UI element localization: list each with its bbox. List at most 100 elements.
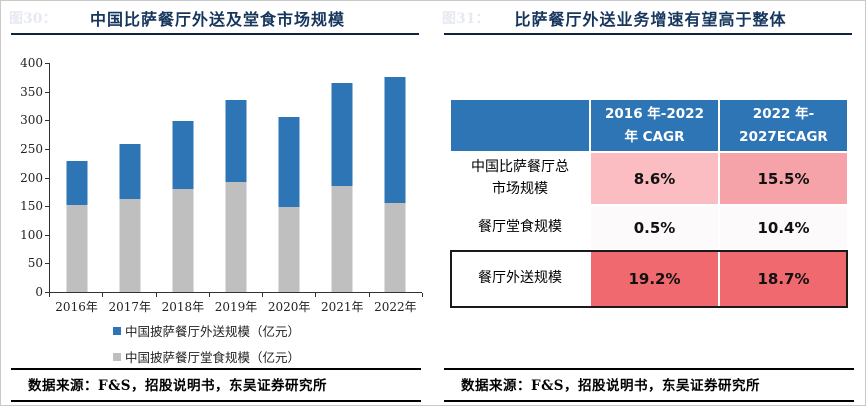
header-cell-cagr-2022-2027e: 2022 年- 2027ECAGR bbox=[720, 100, 847, 151]
x-axis-category-labels: 2016年 2017年 2018年 2019年 2020年 2021年 2022年 bbox=[50, 298, 422, 315]
header-line: 2027ECAGR bbox=[739, 128, 828, 145]
stacked-bar bbox=[331, 83, 353, 292]
bar-segment-dinein bbox=[66, 204, 88, 292]
cagr-value-cell: 8.6% bbox=[591, 153, 718, 204]
bar-segment-dinein bbox=[172, 188, 194, 292]
bar-segment-dinein bbox=[278, 207, 300, 292]
x-tick-label: 2020年 bbox=[267, 300, 311, 314]
title-underline bbox=[444, 33, 852, 35]
legend-label: 中国披萨餐厅堂食规模（亿元） bbox=[125, 350, 301, 365]
stacked-bar bbox=[225, 100, 247, 292]
bar-segment-dinein bbox=[331, 185, 353, 292]
data-source-note: 数据来源：F&S，招股说明书，东吴证券研究所 bbox=[461, 378, 761, 394]
stacked-bar bbox=[172, 121, 194, 292]
y-tick-mark bbox=[45, 63, 49, 64]
table-body: 中国比萨餐厅总市场规模 8.6% 15.5% 餐厅堂食规模 0.5% 10.4% 餐厅外送规… bbox=[450, 153, 848, 308]
y-tick-label: 400 bbox=[20, 56, 43, 70]
source-divider-top bbox=[11, 368, 421, 370]
legend-item: 中国披萨餐厅外送规模（亿元） bbox=[113, 321, 300, 340]
y-tick-label: 350 bbox=[20, 84, 43, 99]
y-tick-mark bbox=[45, 263, 49, 265]
y-tick-mark bbox=[45, 292, 49, 293]
legend-swatch-icon bbox=[113, 352, 121, 361]
bar-column-2019年 bbox=[209, 63, 262, 292]
x-tick-label: 2016年 bbox=[55, 300, 98, 314]
x-tick-mark bbox=[208, 293, 210, 297]
bar-column-2016年 bbox=[50, 63, 103, 292]
stacked-bar bbox=[278, 117, 300, 292]
y-tick-label: 300 bbox=[20, 113, 43, 128]
x-tick-mark bbox=[155, 293, 157, 297]
legend-swatch-icon bbox=[113, 326, 121, 335]
figure-number-label: 图30： bbox=[9, 11, 57, 27]
y-axis-line bbox=[49, 63, 50, 292]
bar-segment-delivery bbox=[331, 83, 353, 186]
bar-segment-dinein bbox=[384, 202, 406, 292]
cagr-table: 2016 年-2022 年 CAGR 2022 年- 2027ECAGR 中国比… bbox=[450, 100, 848, 309]
x-tick-label: 2021年 bbox=[321, 300, 364, 314]
bar-chart-plot: 0 50 100 150 200 250 300 350 400 2016年 2017年 2018年… bbox=[1, 1, 434, 341]
title-underline bbox=[11, 33, 419, 35]
table-title: 比萨餐厅外送业务增速有望高于整体 bbox=[514, 10, 787, 29]
y-tick-mark bbox=[45, 234, 49, 236]
left-chart-panel: 图30： 中国比萨餐厅外送及堂食市场规模 0 50 100 150 200 250 300 3… bbox=[1, 1, 434, 405]
y-tick-label: 50 bbox=[27, 256, 43, 271]
bar-segment-delivery bbox=[119, 144, 141, 199]
legend-label: 中国披萨餐厅外送规模（亿元） bbox=[125, 324, 301, 339]
right-table-panel: 图31： 比萨餐厅外送业务增速有望高于整体 2016 年-2022 年 CAGR… bbox=[434, 1, 865, 405]
stacked-bar bbox=[119, 144, 141, 292]
cagr-value-cell: 10.4% bbox=[720, 206, 847, 249]
header-line: 2022 年- bbox=[752, 106, 815, 123]
chart-title: 中国比萨餐厅外送及堂食市场规模 bbox=[89, 10, 345, 29]
row-label: 中国比萨餐厅总市场规模 bbox=[451, 153, 589, 204]
x-tick-mark bbox=[315, 293, 317, 297]
y-tick-mark bbox=[45, 177, 49, 179]
x-tick-label: 2019年 bbox=[214, 300, 258, 314]
bar-segment-dinein bbox=[119, 198, 141, 292]
cagr-value-cell: 19.2% bbox=[591, 251, 718, 307]
y-tick-mark bbox=[45, 120, 49, 122]
bar-segment-delivery bbox=[172, 121, 194, 189]
bar-segment-dinein bbox=[225, 181, 247, 292]
bars-container bbox=[50, 63, 422, 292]
header-cell-empty bbox=[451, 100, 589, 151]
row-label: 餐厅堂食规模 bbox=[451, 206, 589, 249]
x-tick-label: 2017年 bbox=[108, 300, 151, 314]
stacked-bar bbox=[384, 77, 406, 292]
header-cell-cagr-2016-2022: 2016 年-2022 年 CAGR bbox=[591, 100, 718, 151]
y-tick-label: 250 bbox=[20, 141, 43, 156]
cagr-value-cell: 15.5% bbox=[720, 153, 847, 204]
data-source-note: 数据来源：F&S，招股说明书，东吴证券研究所 bbox=[28, 378, 328, 394]
y-tick-label: 0 bbox=[35, 285, 43, 299]
x-tick-mark bbox=[262, 293, 264, 297]
cagr-value-cell: 0.5% bbox=[591, 206, 718, 249]
y-tick-label: 150 bbox=[20, 199, 43, 214]
bar-column-2021年 bbox=[316, 63, 369, 292]
bar-column-2022年 bbox=[369, 63, 422, 292]
y-tick-label: 200 bbox=[20, 170, 43, 185]
x-tick-label: 2022年 bbox=[374, 300, 417, 314]
bar-segment-delivery bbox=[384, 77, 406, 203]
bar-segment-delivery bbox=[225, 100, 247, 182]
bar-column-2017年 bbox=[103, 63, 156, 292]
y-tick-label: 100 bbox=[20, 227, 43, 242]
chart-legend: 中国披萨餐厅外送规模（亿元） 中国披萨餐厅堂食规模（亿元） bbox=[113, 321, 300, 373]
bar-column-2018年 bbox=[156, 63, 209, 292]
x-tick-mark bbox=[368, 293, 370, 297]
table-row-1: 餐厅堂食规模 0.5% 10.4% bbox=[451, 206, 847, 249]
x-axis-line bbox=[49, 292, 422, 293]
stacked-bar bbox=[66, 161, 88, 292]
legend-item: 中国披萨餐厅堂食规模（亿元） bbox=[113, 347, 300, 366]
bar-column-2020年 bbox=[263, 63, 316, 292]
x-tick-mark bbox=[422, 293, 423, 297]
source-divider-bottom bbox=[444, 400, 854, 402]
bar-segment-delivery bbox=[66, 161, 88, 205]
source-divider-bottom bbox=[11, 400, 421, 402]
bar-segment-delivery bbox=[278, 117, 300, 208]
y-tick-mark bbox=[45, 91, 49, 93]
x-tick-mark bbox=[49, 293, 50, 297]
table-row-2: 餐厅外送规模 19.2% 18.7% bbox=[450, 250, 848, 308]
figure-number-label: 图31： bbox=[442, 11, 490, 27]
y-tick-mark bbox=[45, 206, 49, 208]
